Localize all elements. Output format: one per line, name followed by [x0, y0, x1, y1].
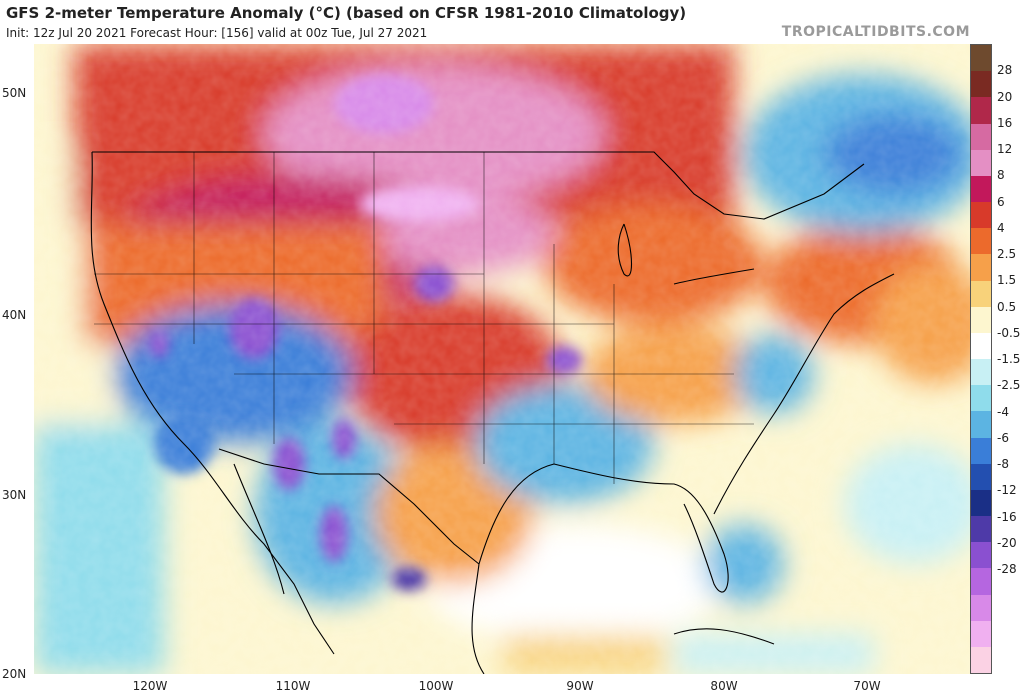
anomaly-map [34, 44, 970, 674]
atlantic-coast [713, 273, 895, 515]
colorbar-tick-label: -0.5 [997, 325, 1021, 340]
colorbar-swatch [971, 437, 991, 464]
colorbar-swatch [971, 332, 991, 360]
map-canvas [34, 44, 970, 674]
state-lines [94, 152, 754, 484]
lat-label-20n: 20N [2, 667, 27, 681]
lat-label-40n: 40N [2, 308, 27, 322]
cuba [673, 628, 775, 645]
us-canada-border [92, 151, 865, 220]
lon-label-80w: 80W [710, 679, 738, 693]
lat-label-30n: 30N [2, 488, 27, 502]
colorbar-tick-label: -4 [997, 404, 1009, 419]
colorbar-swatch [971, 228, 991, 255]
colorbar-tick-label: 16 [997, 115, 1013, 130]
colorbar-tick-label: -28 [997, 562, 1017, 576]
colorbar-tick-label: -2.5 [997, 378, 1021, 393]
great-lake-michigan [617, 223, 632, 277]
baja-coast [233, 463, 285, 595]
lon-label-120w: 120W [132, 679, 168, 693]
colorbar-tick-label: 28 [997, 63, 1013, 78]
colorbar-tick-label: -16 [997, 509, 1017, 524]
colorbar-tick-label: 8 [997, 168, 1005, 183]
colorbar-tick-label: 12 [997, 142, 1013, 156]
map-subtitle: Init: 12z Jul 20 2021 Forecast Hour: [15… [6, 26, 428, 40]
colorbar-swatch [971, 411, 991, 438]
great-lake-erie [673, 268, 755, 285]
colorbar-swatch [971, 620, 991, 647]
colorbar-swatch [971, 463, 991, 490]
colorbar-tick-label: -1.5 [997, 352, 1021, 366]
colorbar-swatch [971, 45, 991, 72]
colorbar-swatch [971, 516, 991, 543]
colorbar-swatch [971, 646, 991, 674]
lon-label-70w: 70W [853, 679, 881, 693]
us-mexico-border [218, 448, 480, 565]
colorbar-swatch [971, 97, 991, 124]
west-coast [90, 151, 335, 655]
colorbar-swatch [971, 594, 991, 621]
texture-overlay [34, 44, 970, 674]
colorbar-swatch [971, 568, 991, 595]
colorbar-swatch [971, 359, 991, 386]
colorbar-swatch [971, 280, 991, 307]
colorbar-swatch [971, 149, 991, 176]
mexico-gulf-coast [471, 563, 485, 674]
lon-label-90w: 90W [566, 679, 594, 693]
colorbar-swatch [971, 175, 991, 203]
colorbar-swatch [971, 202, 991, 229]
colorbar-tick-label: 20 [997, 89, 1013, 104]
borders [90, 151, 895, 674]
colorbar-swatch [971, 306, 991, 333]
colorbar-swatch [971, 542, 991, 569]
gulf-coast [478, 463, 729, 593]
colorbar-swatch [971, 385, 991, 412]
credit-watermark: TROPICALTIDBITS.COM [781, 24, 970, 40]
colorbar-tick-label: 1.5 [997, 273, 1017, 288]
colorbar-swatch [971, 254, 991, 281]
colorbar-swatch [971, 71, 991, 98]
colorbar-tick-label: 2.5 [997, 247, 1017, 261]
colorbar-swatch [971, 489, 991, 517]
colorbar-tick-label: -20 [997, 535, 1017, 550]
colorbar-tick-label: 4 [997, 220, 1005, 235]
map-title: GFS 2-meter Temperature Anomaly (°C) (ba… [6, 4, 687, 22]
colorbar-tick-label: -8 [997, 457, 1009, 471]
lat-label-50n: 50N [2, 86, 27, 100]
colorbar [970, 44, 992, 674]
lon-label-100w: 100W [418, 679, 454, 693]
colorbar-tick-label: 6 [997, 194, 1005, 209]
colorbar-tick-label: 0.5 [997, 299, 1017, 314]
lon-label-110w: 110W [275, 679, 311, 693]
colorbar-tick-label: -6 [997, 430, 1009, 445]
colorbar-tick-label: -12 [997, 483, 1017, 498]
colorbar-swatch [971, 123, 991, 150]
